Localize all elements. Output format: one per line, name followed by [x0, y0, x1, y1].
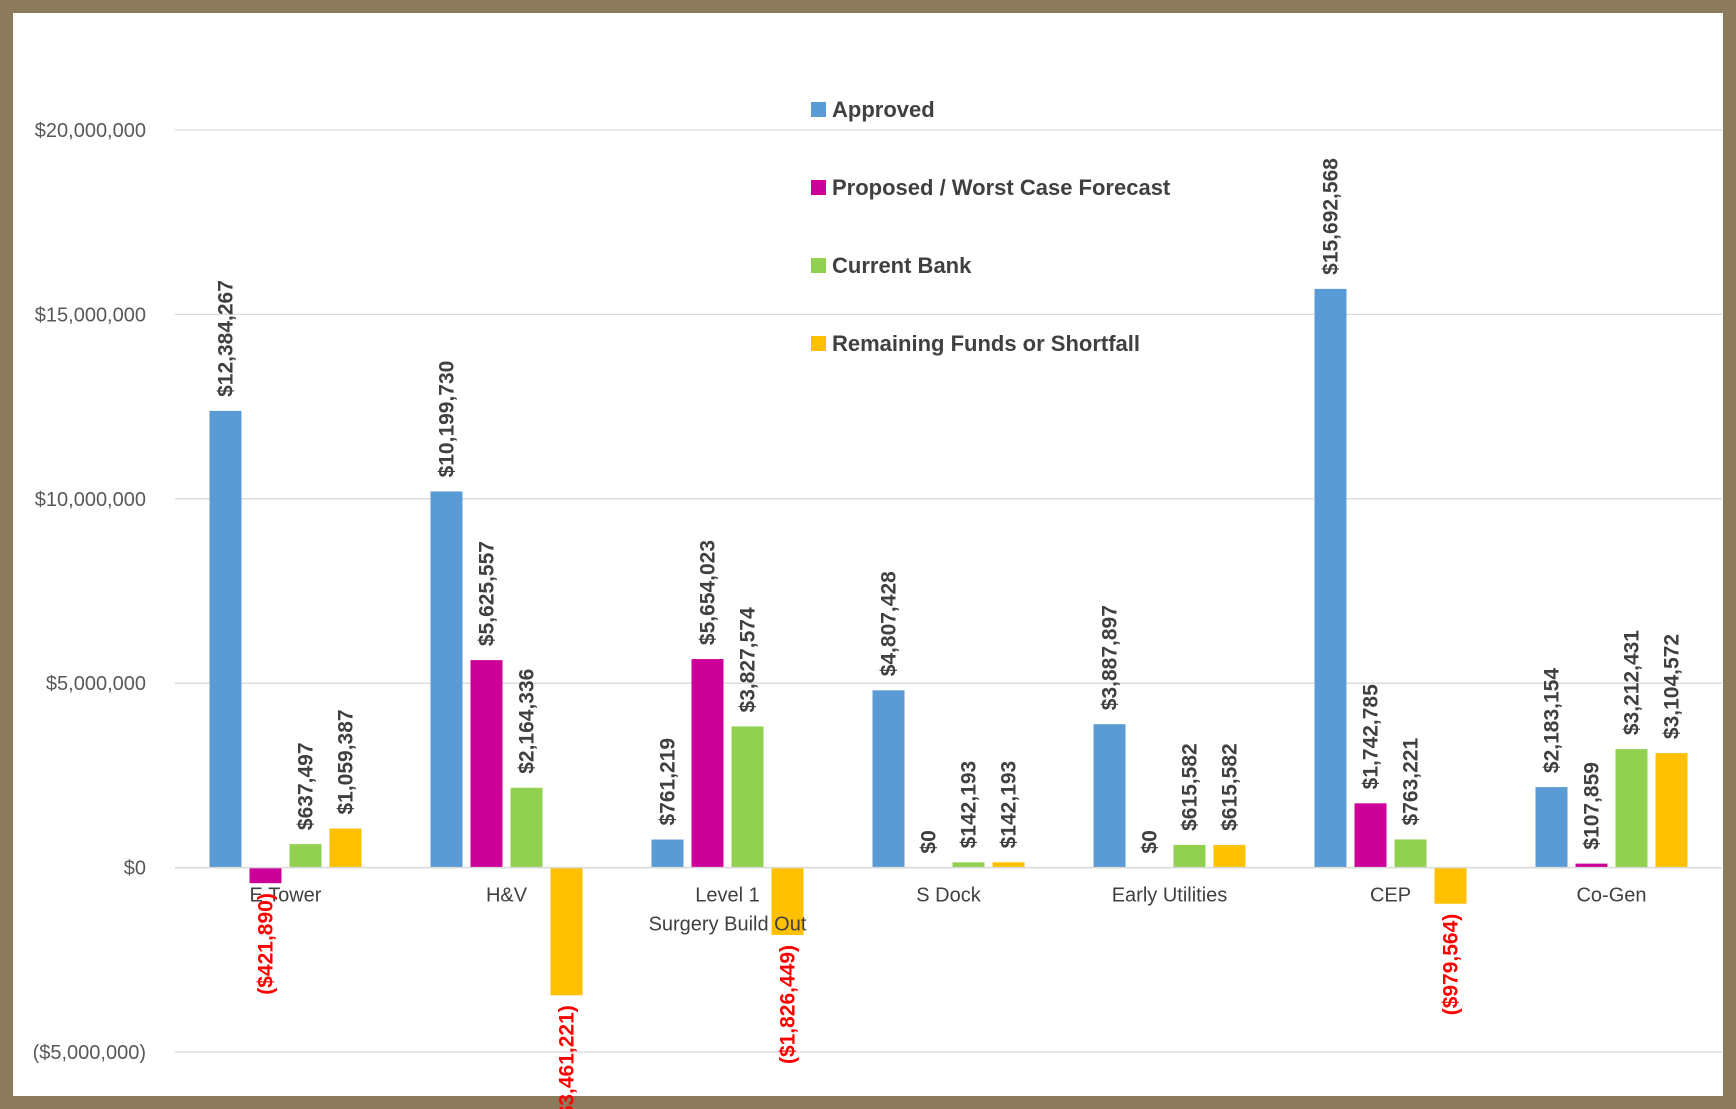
bar — [431, 491, 463, 867]
bar — [250, 868, 282, 884]
legend-label: Remaining Funds or Shortfall — [832, 331, 1140, 356]
legend-swatch — [811, 102, 826, 117]
data-label: $3,887,897 — [1099, 605, 1122, 710]
y-tick-label: $15,000,000 — [35, 304, 146, 326]
y-tick-label: $5,000,000 — [46, 673, 146, 695]
data-label: $15,692,568 — [1320, 158, 1343, 275]
bar — [1094, 724, 1126, 867]
data-label: $3,212,431 — [1621, 630, 1644, 735]
x-tick-label: Co-Gen — [1576, 885, 1646, 907]
data-label: $10,199,730 — [436, 361, 459, 478]
data-label: $142,193 — [998, 761, 1021, 849]
legend-swatch — [811, 180, 826, 195]
y-tick-label: $20,000,000 — [35, 120, 146, 142]
data-label: $615,582 — [1219, 743, 1242, 831]
data-label: $0 — [1139, 830, 1162, 853]
bar — [330, 829, 362, 868]
data-label: $761,219 — [657, 738, 680, 826]
legend-label: Approved — [832, 97, 935, 122]
bar — [511, 788, 543, 868]
bar — [1435, 868, 1467, 904]
data-label: $615,582 — [1179, 743, 1202, 831]
legend-label: Proposed / Worst Case Forecast — [832, 175, 1171, 200]
bar — [1536, 787, 1568, 868]
legend-swatch — [811, 336, 826, 351]
data-label: $5,625,557 — [476, 541, 499, 646]
data-label: $2,164,336 — [516, 669, 539, 774]
data-label: $0 — [918, 830, 941, 853]
x-tick-label: CEP — [1370, 885, 1411, 907]
data-label: $1,742,785 — [1360, 684, 1383, 789]
bar — [1355, 803, 1387, 867]
bar — [471, 660, 503, 867]
bar — [1616, 749, 1648, 867]
bar — [993, 862, 1025, 867]
data-label: $107,859 — [1581, 762, 1604, 850]
bar — [1656, 753, 1688, 867]
data-label: $12,384,267 — [215, 280, 238, 397]
data-label: $3,104,572 — [1661, 634, 1684, 739]
data-label: ($421,890) — [255, 893, 278, 995]
bar — [652, 840, 684, 868]
bar — [290, 844, 322, 868]
bar — [1395, 839, 1427, 867]
data-label: ($979,564) — [1440, 914, 1463, 1016]
legend: Approved Proposed / Worst Case Forecast Cu… — [811, 97, 1171, 356]
x-tick-label: Early Utilities — [1112, 885, 1228, 907]
data-label: $5,654,023 — [697, 540, 720, 645]
data-label: ($1,826,449) — [777, 945, 800, 1064]
data-label: $3,827,574 — [737, 607, 760, 712]
data-label: $4,807,428 — [878, 571, 901, 676]
legend-swatch — [811, 258, 826, 273]
data-label: $142,193 — [958, 761, 981, 849]
data-label: $2,183,154 — [1541, 668, 1564, 773]
y-tick-label: ($5,000,000) — [33, 1042, 146, 1064]
bar — [1315, 289, 1347, 868]
legend-label: Current Bank — [832, 253, 972, 278]
bar — [732, 726, 764, 867]
x-tick-label: S Dock — [916, 885, 981, 907]
data-label: $763,221 — [1400, 738, 1423, 826]
data-label: $637,497 — [295, 742, 318, 830]
y-tick-label: $10,000,000 — [35, 489, 146, 511]
y-tick-label: $0 — [124, 858, 146, 880]
bar — [692, 659, 724, 868]
data-label: ($3,461,221) — [556, 1005, 579, 1109]
y-axis: ($5,000,000) $0 $5,000,000 $10,000,000 $15,0… — [33, 120, 146, 1064]
bar — [953, 862, 985, 867]
bar — [1214, 845, 1246, 868]
bar — [873, 690, 905, 867]
x-tick-label: H&V — [486, 885, 528, 907]
bar — [551, 868, 583, 996]
data-label: $1,059,387 — [335, 709, 358, 814]
bar — [1174, 845, 1206, 868]
bar — [210, 411, 242, 868]
